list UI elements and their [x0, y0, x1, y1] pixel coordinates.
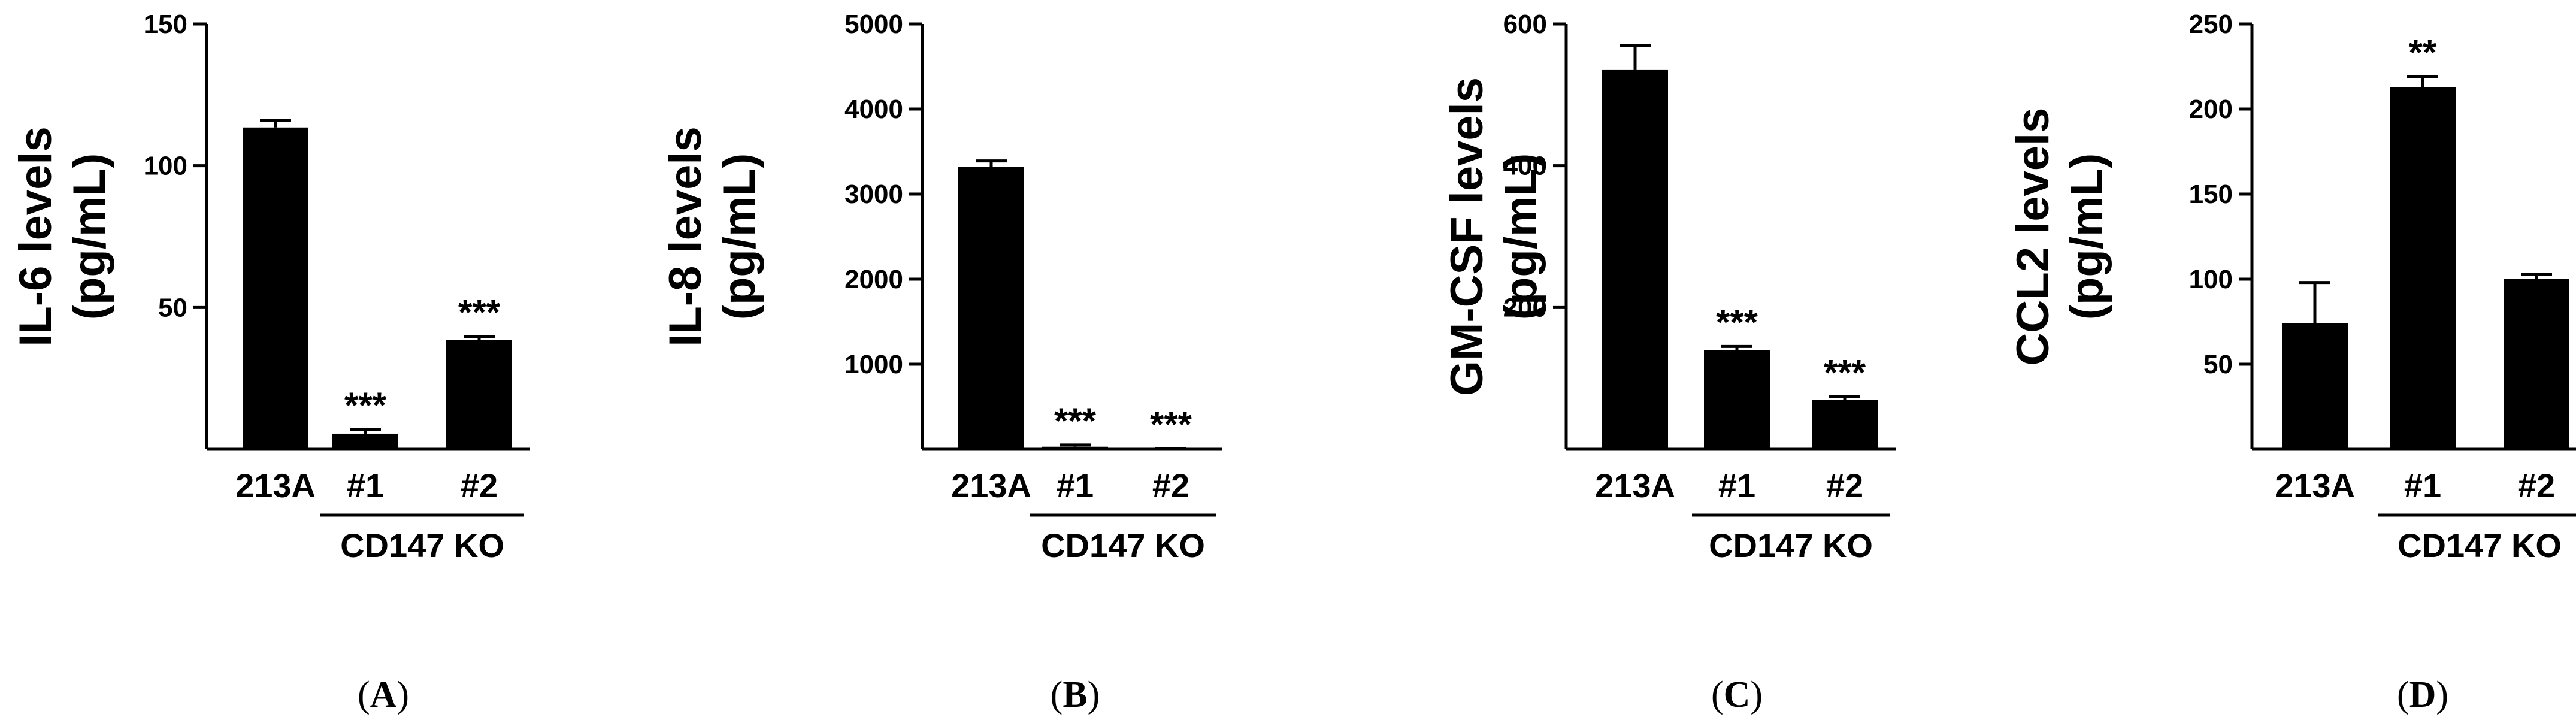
bar — [1812, 400, 1878, 449]
significance-label: *** — [458, 292, 501, 332]
y-tick-label: 600 — [1503, 10, 1547, 39]
panel-label-letter: D — [2409, 674, 2436, 715]
panel-label-letter: A — [370, 674, 397, 715]
y-tick-label: 50 — [2203, 350, 2233, 379]
category-label: 213A — [2275, 467, 2355, 504]
significance-label: *** — [344, 385, 387, 425]
bar — [332, 433, 398, 449]
panel-label-letter: B — [1063, 674, 1087, 715]
y-tick-label: 100 — [144, 152, 187, 181]
y-tick-label: 3000 — [844, 180, 903, 209]
panel-label-close-paren: ) — [2436, 674, 2448, 715]
y-tick-label: 5000 — [844, 10, 903, 39]
y-axis-title: (pg/mL) — [2062, 153, 2112, 320]
y-axis-title: (pg/mL) — [714, 153, 765, 320]
category-label: #1 — [2404, 467, 2441, 504]
significance-label: *** — [1150, 404, 1192, 444]
group-label: CD147 KO — [1041, 527, 1205, 564]
significance-label: *** — [1716, 302, 1758, 342]
panel-label: (A) — [358, 674, 409, 715]
y-tick-label: 1000 — [844, 350, 903, 379]
y-tick-label: 150 — [144, 10, 187, 39]
panel-label-open-paren: ( — [2397, 674, 2409, 715]
category-label: #1 — [1057, 467, 1094, 504]
bar — [1704, 350, 1770, 449]
panel-label: (B) — [1051, 674, 1100, 715]
panel-label-close-paren: ) — [1088, 674, 1100, 715]
group-label: CD147 KO — [2398, 527, 2562, 564]
panel-label: (C) — [1711, 674, 1763, 715]
category-label: #2 — [1826, 467, 1863, 504]
panel-label: (D) — [2397, 674, 2448, 715]
category-label: #1 — [347, 467, 384, 504]
category-label: 213A — [951, 467, 1031, 504]
y-tick-label: 400 — [1503, 152, 1547, 181]
category-label: #2 — [1152, 467, 1189, 504]
y-axis-title: CCL2 levels — [2008, 108, 2059, 366]
panel-label-open-paren: ( — [1711, 674, 1724, 715]
y-tick-label: 200 — [2189, 95, 2233, 124]
bar — [1042, 446, 1108, 449]
y-axis-title: (pg/mL) — [64, 153, 115, 320]
significance-label: *** — [1054, 401, 1097, 441]
y-axis-title: IL-8 levels — [660, 126, 711, 347]
category-label: 213A — [235, 467, 316, 504]
bar — [1602, 69, 1668, 449]
y-tick-label: 100 — [2189, 265, 2233, 294]
group-label: CD147 KO — [340, 527, 504, 564]
y-axis-title: IL-6 levels — [10, 126, 61, 347]
category-label: #1 — [1718, 467, 1755, 504]
significance-label: *** — [1824, 352, 1866, 392]
bar — [243, 127, 308, 449]
bar — [446, 340, 512, 449]
panel-label-close-paren: ) — [396, 674, 409, 715]
y-tick-label: 150 — [2189, 180, 2233, 209]
bar — [2390, 87, 2456, 449]
bar — [2282, 323, 2348, 449]
category-label: 213A — [1595, 467, 1675, 504]
category-label: #2 — [461, 467, 498, 504]
y-tick-label: 50 — [158, 293, 187, 322]
panel-label-close-paren: ) — [1750, 674, 1763, 715]
y-axis-title: (pg/mL) — [1496, 153, 1546, 320]
group-label: CD147 KO — [1709, 527, 1873, 564]
y-tick-label: 250 — [2189, 10, 2233, 39]
y-tick-label: 4000 — [844, 95, 903, 124]
y-tick-label: 200 — [1503, 293, 1547, 322]
bar — [958, 167, 1024, 449]
panel-label-open-paren: ( — [1051, 674, 1063, 715]
bar — [2504, 279, 2569, 449]
panel-label-letter: C — [1724, 674, 1751, 715]
category-label: #2 — [2518, 467, 2555, 504]
panel-label-open-paren: ( — [358, 674, 370, 715]
significance-label: ** — [2409, 32, 2437, 72]
y-axis-title: GM-CSF levels — [1442, 77, 1493, 396]
y-tick-label: 2000 — [844, 265, 903, 294]
